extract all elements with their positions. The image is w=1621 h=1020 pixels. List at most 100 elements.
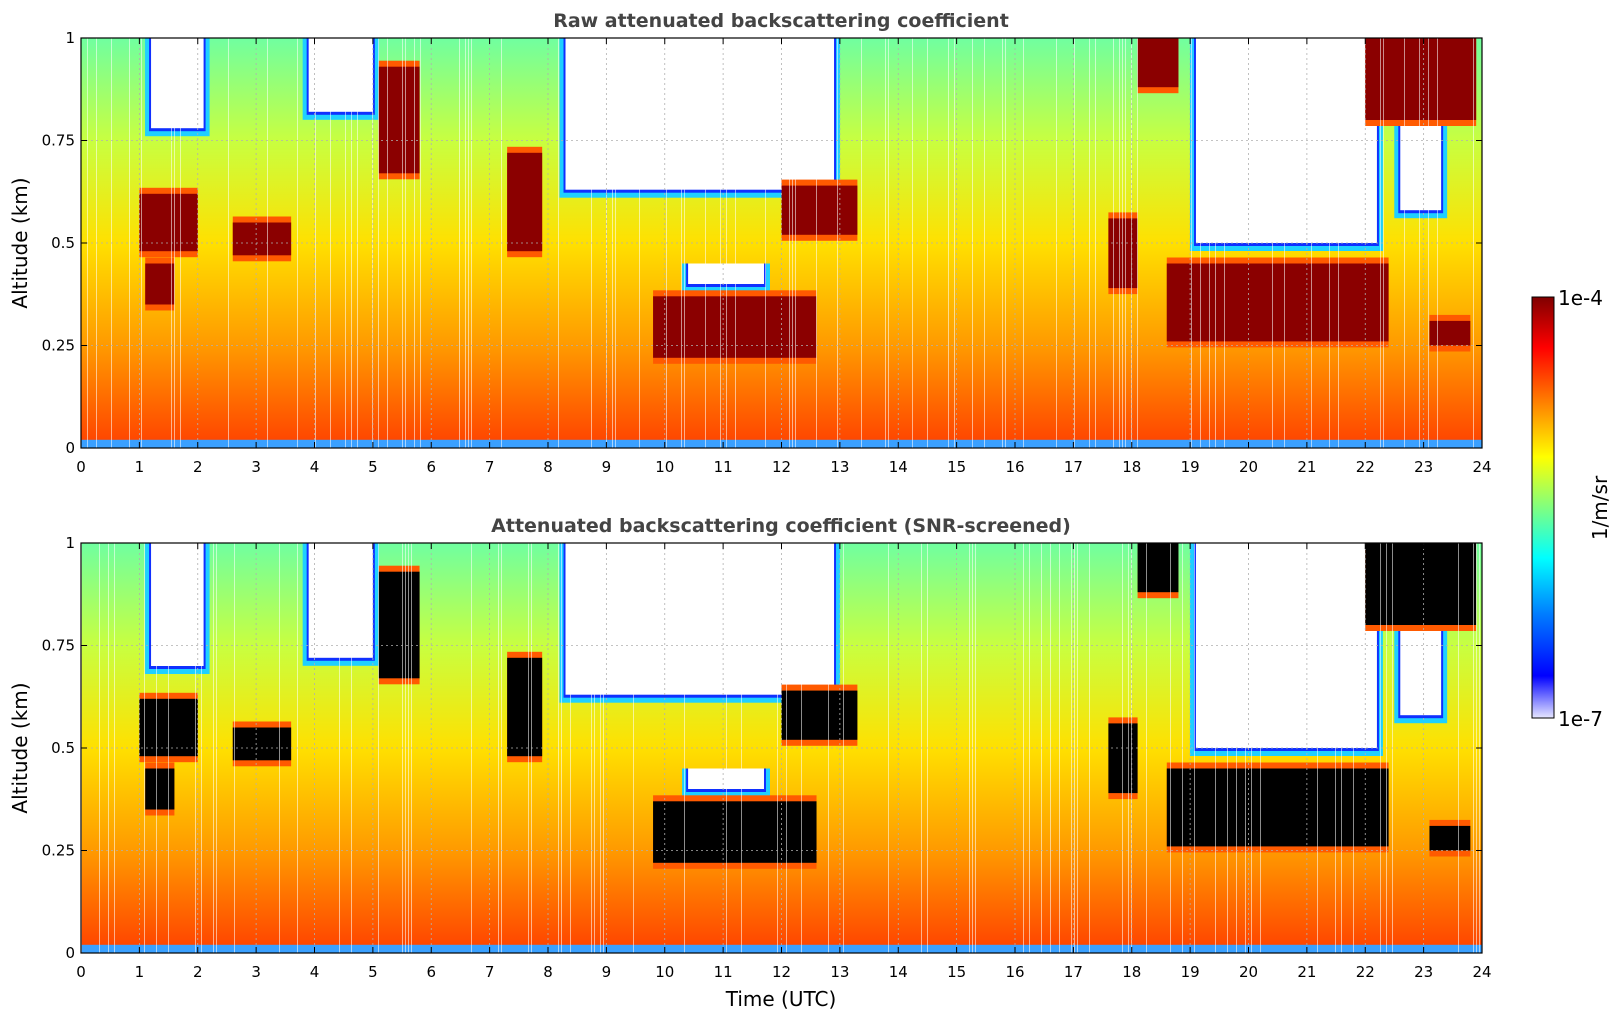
missing-profile-line [129, 38, 130, 448]
missing-profile-line [498, 543, 499, 953]
x-axis-label: Time (UTC) [725, 987, 837, 1011]
missing-profile-line [339, 543, 340, 953]
missing-profile-line [1128, 543, 1129, 953]
missing-profile-line [1029, 543, 1030, 953]
missing-profile-line [969, 543, 970, 953]
y-tick-label: 1 [65, 29, 75, 47]
y-tick-label: 0 [65, 439, 75, 457]
clear-air-region [151, 38, 204, 129]
x-tick-label: 23 [1414, 458, 1433, 476]
missing-profile-line [1404, 38, 1405, 448]
cloud-layer [507, 152, 543, 252]
masked-cloud-layer [1365, 543, 1477, 625]
missing-profile-line [594, 543, 595, 953]
missing-profile-line [330, 38, 331, 448]
masked-cloud-layer [653, 801, 817, 863]
missing-profile-line [789, 38, 790, 448]
missing-profile-line [1119, 38, 1120, 448]
x-tick-label: 3 [251, 458, 261, 476]
panel-title: Attenuated backscattering coefficient (S… [491, 515, 1071, 537]
grid [81, 543, 1482, 953]
y-tick-label: 0.75 [42, 637, 75, 655]
x-tick-label: 19 [1181, 963, 1200, 981]
y-axis-label: Altitude (km) [8, 682, 32, 813]
colorbar-gradient [1531, 296, 1555, 719]
y-tick-label: 0.75 [42, 132, 75, 150]
missing-profile-line [558, 38, 559, 448]
missing-profile-line [279, 543, 280, 953]
missing-profile-line [1428, 38, 1429, 448]
x-tick-label: 2 [193, 963, 203, 981]
cloud-layer [378, 66, 420, 174]
missing-profile-line [1074, 38, 1075, 448]
x-tick-label: 13 [830, 458, 849, 476]
missing-profile-line [408, 543, 409, 953]
missing-profile-line [465, 38, 466, 448]
missing-profile-line [213, 543, 214, 953]
x-tick-label: 7 [485, 963, 495, 981]
x-tick-label: 16 [1005, 458, 1024, 476]
missing-profile-line [99, 543, 100, 953]
missing-profile-line [405, 38, 406, 448]
x-tick-label: 9 [602, 963, 612, 981]
missing-profile-line [888, 543, 889, 953]
y-tick-label: 0.25 [42, 337, 75, 355]
x-tick-label: 0 [76, 963, 86, 981]
missing-profile-line [570, 543, 571, 953]
missing-profile-line [558, 543, 559, 953]
y-tick-label: 0.5 [51, 739, 75, 757]
x-tick-label: 22 [1356, 963, 1375, 981]
missing-profile-line [639, 38, 640, 448]
x-tick-label: 23 [1414, 963, 1433, 981]
y-tick-label: 0.5 [51, 234, 75, 252]
grid [81, 38, 1482, 448]
clear-air-region [565, 38, 835, 190]
clear-air-region [565, 543, 835, 695]
missing-profile-line [459, 38, 460, 448]
panel-title: Raw attenuated backscattering coefficien… [553, 10, 1009, 32]
clear-air-region [308, 543, 373, 658]
missing-profile-line [228, 38, 229, 448]
x-tick-label: 21 [1297, 458, 1316, 476]
masked-cloud-layer [145, 768, 175, 810]
y-axis-label: Altitude (km) [8, 177, 32, 308]
x-tick-label: 24 [1472, 458, 1491, 476]
x-tick-label: 20 [1239, 963, 1258, 981]
colorbar-unit-label: 1/m/sr [1588, 475, 1612, 540]
x-tick-label: 0 [76, 458, 86, 476]
missing-profile-line [828, 543, 829, 953]
missing-profile-line [1215, 543, 1216, 953]
missing-profile-line [1383, 38, 1384, 448]
missing-profile-line [420, 38, 421, 448]
x-tick-label: 3 [251, 963, 261, 981]
missing-profile-line [468, 38, 469, 448]
x-tick-label: 19 [1181, 458, 1200, 476]
masked-cloud-layer [781, 690, 858, 740]
y-tick-label: 0.25 [42, 842, 75, 860]
missing-profile-line [1329, 38, 1330, 448]
x-tick-label: 8 [543, 458, 553, 476]
missing-profile-line [603, 543, 604, 953]
missing-profile-line [684, 38, 685, 448]
x-tick-label: 1 [135, 963, 145, 981]
missing-profile-line [1023, 38, 1024, 448]
missing-profile-line [1005, 38, 1006, 448]
panel-snr-screened: Attenuated backscattering coefficient (S… [8, 515, 1492, 1011]
missing-profile-line [1125, 38, 1126, 448]
y-axis-ticks: 0 0.25 0.5 0.75 1 [42, 29, 1482, 457]
masked-cloud-layer [1137, 543, 1179, 593]
missing-profile-line [765, 38, 766, 448]
missing-profile-line [174, 38, 175, 448]
masked-cloud-layer [232, 727, 292, 761]
cloud-layer [1429, 320, 1471, 346]
masked-cloud-layer [378, 571, 420, 679]
missing-profile-line [234, 543, 235, 953]
missing-profile-line [1050, 543, 1051, 953]
x-tick-label: 8 [543, 963, 553, 981]
x-tick-label: 12 [772, 963, 791, 981]
missing-profile-line [720, 38, 721, 448]
missing-profile-line [315, 38, 316, 448]
missing-profile-line [1194, 543, 1195, 953]
missing-profile-line [684, 543, 685, 953]
